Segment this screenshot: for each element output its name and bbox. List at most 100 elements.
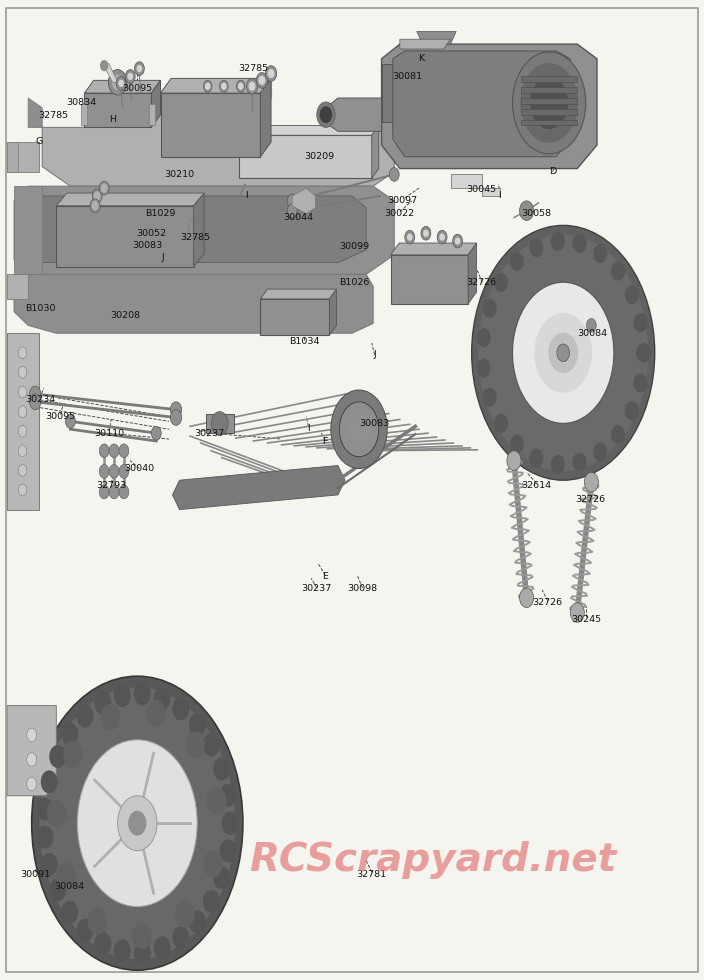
Circle shape <box>37 799 53 820</box>
Circle shape <box>109 444 119 458</box>
Text: F: F <box>322 437 328 447</box>
Circle shape <box>146 701 165 726</box>
Circle shape <box>42 771 57 793</box>
Circle shape <box>30 394 41 410</box>
Text: B1030: B1030 <box>25 304 56 314</box>
Circle shape <box>203 891 219 912</box>
Polygon shape <box>260 289 337 299</box>
Bar <box>149 104 155 125</box>
Text: 30234: 30234 <box>25 395 55 405</box>
Circle shape <box>18 425 27 437</box>
Polygon shape <box>84 93 151 127</box>
Circle shape <box>520 588 534 608</box>
Polygon shape <box>260 78 271 157</box>
Polygon shape <box>56 206 194 267</box>
Circle shape <box>287 194 297 208</box>
Circle shape <box>108 70 127 95</box>
Circle shape <box>331 390 387 468</box>
Circle shape <box>99 444 109 458</box>
Circle shape <box>173 698 189 719</box>
Polygon shape <box>161 78 271 93</box>
Circle shape <box>56 863 75 889</box>
Polygon shape <box>151 80 161 127</box>
Polygon shape <box>382 44 597 169</box>
Circle shape <box>208 788 226 813</box>
Circle shape <box>531 77 567 128</box>
Circle shape <box>151 426 161 440</box>
Circle shape <box>256 73 268 88</box>
Circle shape <box>37 826 53 848</box>
Polygon shape <box>521 87 577 93</box>
Circle shape <box>119 80 123 86</box>
Polygon shape <box>161 93 260 157</box>
Text: 30834: 30834 <box>66 98 96 108</box>
Circle shape <box>203 80 212 92</box>
Circle shape <box>77 919 93 941</box>
Text: B1029: B1029 <box>145 209 176 219</box>
Circle shape <box>317 102 335 127</box>
Circle shape <box>134 62 144 75</box>
Text: 32614: 32614 <box>522 480 551 490</box>
Text: 30237: 30237 <box>302 584 332 594</box>
Circle shape <box>18 386 27 398</box>
Polygon shape <box>239 125 379 135</box>
Text: B1034: B1034 <box>289 336 320 346</box>
Circle shape <box>203 734 219 756</box>
Circle shape <box>625 402 638 419</box>
Circle shape <box>495 273 508 291</box>
Circle shape <box>173 927 189 949</box>
Circle shape <box>530 449 543 466</box>
Circle shape <box>170 402 182 417</box>
Circle shape <box>348 415 370 444</box>
Polygon shape <box>28 196 366 263</box>
Circle shape <box>265 66 277 81</box>
Text: 30040: 30040 <box>125 464 154 473</box>
Circle shape <box>50 746 65 767</box>
Text: 32726: 32726 <box>466 277 496 287</box>
Circle shape <box>586 318 596 332</box>
Text: 30091: 30091 <box>20 869 50 879</box>
Circle shape <box>483 300 496 318</box>
Text: 30098: 30098 <box>348 584 377 594</box>
Circle shape <box>137 66 142 72</box>
Polygon shape <box>56 193 204 206</box>
Polygon shape <box>260 299 329 335</box>
Polygon shape <box>482 188 500 196</box>
Circle shape <box>612 425 624 443</box>
Polygon shape <box>391 255 468 304</box>
Circle shape <box>405 230 415 244</box>
Text: 32793: 32793 <box>96 480 126 490</box>
Circle shape <box>479 235 648 470</box>
Circle shape <box>220 80 228 92</box>
Text: 32785: 32785 <box>38 111 68 121</box>
Circle shape <box>18 347 27 359</box>
Circle shape <box>287 204 297 218</box>
Circle shape <box>118 796 157 851</box>
Text: H: H <box>109 115 116 124</box>
Polygon shape <box>521 120 577 125</box>
Circle shape <box>339 402 379 457</box>
Text: 32785: 32785 <box>181 232 210 242</box>
Circle shape <box>214 866 230 888</box>
Circle shape <box>18 465 27 476</box>
Polygon shape <box>7 274 28 299</box>
Circle shape <box>18 406 27 417</box>
Circle shape <box>27 753 37 766</box>
Polygon shape <box>417 31 456 44</box>
Circle shape <box>27 777 37 791</box>
Text: 30237: 30237 <box>195 428 225 438</box>
Text: B1026: B1026 <box>339 277 370 287</box>
Text: I: I <box>498 191 501 201</box>
Polygon shape <box>84 80 161 93</box>
Circle shape <box>211 412 228 435</box>
Polygon shape <box>206 414 234 433</box>
Circle shape <box>513 282 614 423</box>
Circle shape <box>408 234 412 240</box>
Circle shape <box>94 192 100 200</box>
Circle shape <box>95 933 111 955</box>
Circle shape <box>18 445 27 457</box>
Text: 30083: 30083 <box>133 240 163 250</box>
Circle shape <box>220 785 236 807</box>
Circle shape <box>95 692 111 713</box>
Circle shape <box>189 713 205 735</box>
